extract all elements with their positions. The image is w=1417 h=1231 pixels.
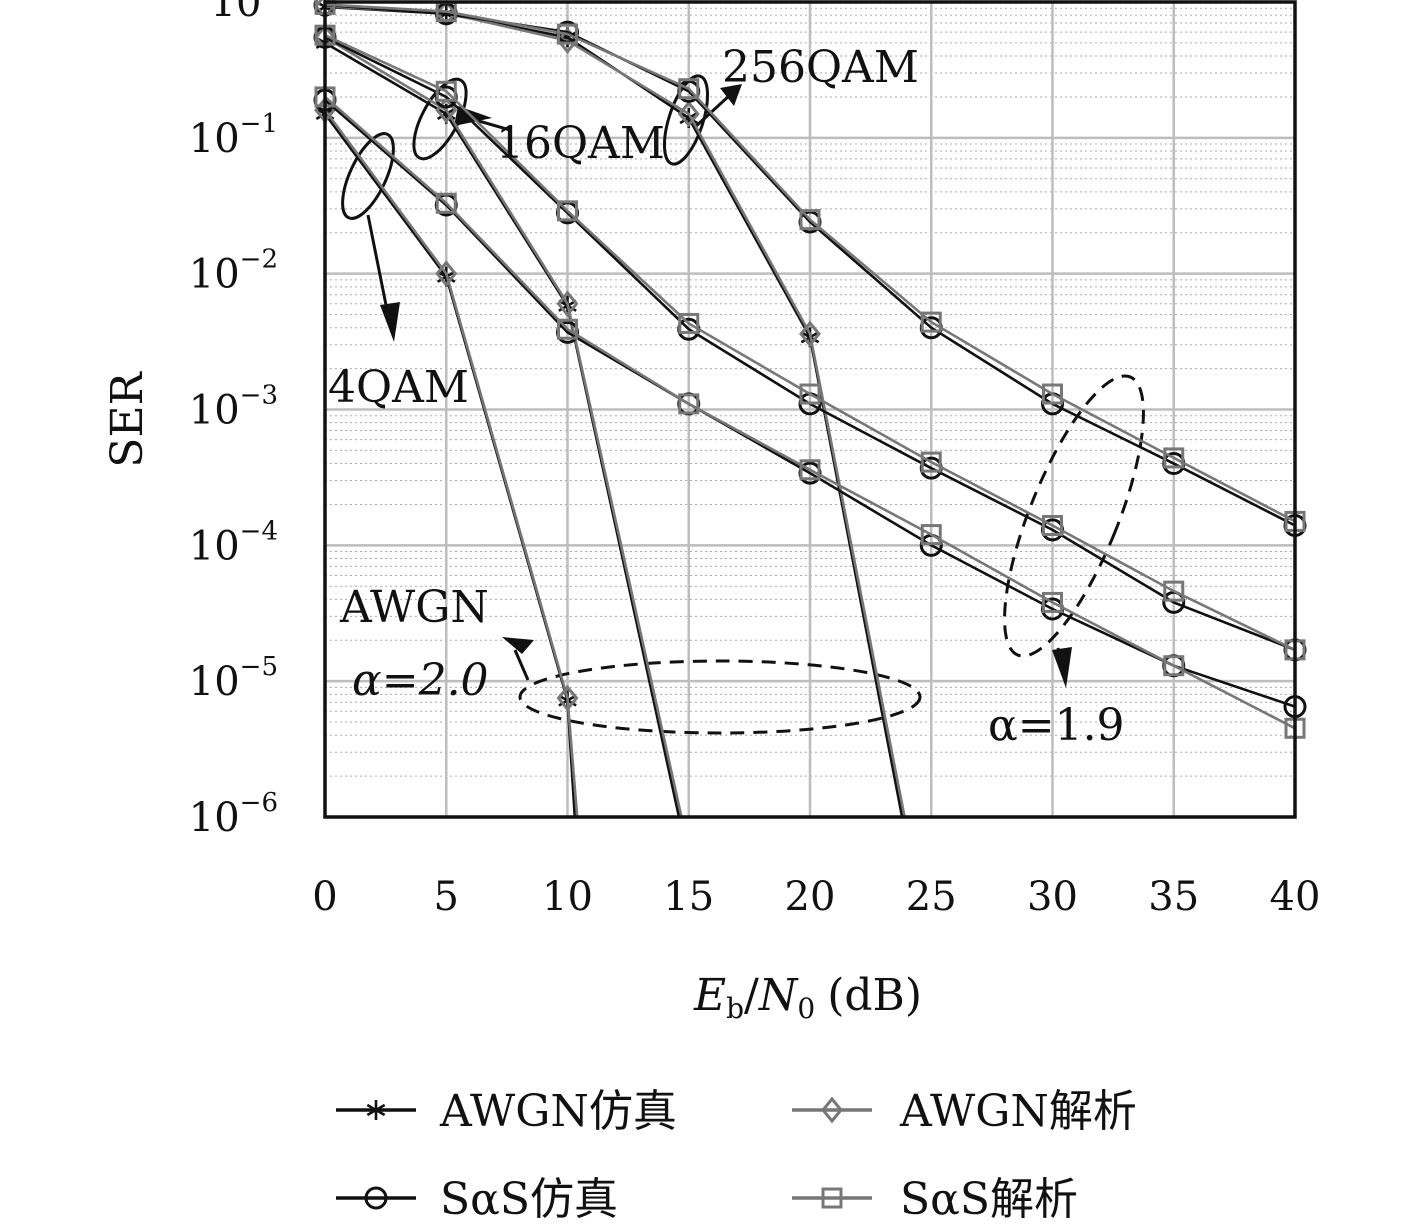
marker-square [557,23,578,45]
ellipse-alpha20 [518,659,922,735]
legend-item-sas-ana: SαS解析 [792,1174,1078,1225]
series-line [324,95,1296,730]
x-axis-title: Eb/N0 (dB) [693,970,922,1025]
series-line [324,34,1296,652]
marker-square [799,383,821,405]
legend-marker-square [821,1187,843,1209]
marker-square [557,318,578,340]
y-tick-label: 10−3 [189,381,278,434]
arrowhead-awgn [502,637,534,654]
series-line [324,36,683,818]
series-group [313,0,1307,818]
y-axis-title: SER [102,370,153,467]
y-tick-label: 10−4 [189,516,278,569]
marker-square [557,200,578,222]
x-tick-label: 15 [663,874,714,920]
y-tick-label: 10−1 [189,109,278,162]
series-line [323,109,579,818]
marker-square [1163,447,1185,469]
marker-diamond [556,290,579,318]
legend-marker-diamond [821,1096,843,1124]
marker-square [821,1187,843,1209]
arrowhead-4qam [380,302,400,342]
y-tick-label: 10−6 [189,788,278,841]
marker-diamond [556,684,579,712]
legend-marker-circle [364,1186,388,1210]
marker-diamond [799,320,821,348]
y-tick-labels: 100 10−1 10−2 10−3 10−4 10−5 10−6 [189,0,278,841]
marker-diamond [677,100,700,128]
legend-item-awgn-ana: AWGN解析 [792,1086,1137,1137]
marker-square [920,311,942,333]
marker-square [920,524,942,546]
legend-item-sas-sim: SαS仿真 [336,1174,618,1225]
marker-square [1163,655,1185,677]
ellipse-4qam [341,132,395,220]
legend-label-awgn-sim: AWGN仿真 [439,1086,677,1137]
legend: AWGN仿真 AWGN解析 SαS仿真 SαS解析 [336,1086,1137,1225]
arrow-256qam-line [692,93,732,130]
marker-square [920,451,942,473]
marker-square [435,192,457,214]
x-tick-label: 35 [1148,874,1199,920]
legend-label-sas-ana: SαS解析 [900,1174,1078,1225]
marker-circle [364,1186,388,1210]
annotation-shapes [341,74,1145,735]
x-tick-label: 0 [312,874,337,920]
series-line [324,99,1296,708]
series-4QAM-square [314,86,1306,739]
plot-frame [323,0,1297,819]
marker-square [678,312,700,334]
label-alpha20: α=2.0 [352,655,489,706]
x-tick-label: 10 [542,874,593,920]
arrowhead-alpha19 [1052,647,1072,688]
ellipse-256qam [662,74,710,166]
label-awgn: AWGN [339,582,489,633]
marker-square [799,209,821,231]
x-tick-label: 30 [1027,874,1078,920]
marker-square [799,459,821,481]
legend-item-awgn-sim: AWGN仿真 [336,1086,677,1137]
marker-square [678,393,700,415]
marker-star [366,1100,386,1120]
marker-square [435,80,457,102]
series-16QAM-square [314,24,1306,661]
y-tick-label: 100 [211,0,278,26]
series-line [324,41,681,818]
label-4qam: 4QAM [328,362,469,413]
marker-square [1042,383,1063,405]
marker-diamond [435,260,458,288]
marker-star-stroke [366,1103,386,1117]
label-alpha19: α=1.9 [988,700,1125,751]
marker-square [1042,591,1063,613]
arrowhead-256qam [720,84,742,106]
legend-label-sas-sim: SαS仿真 [440,1174,618,1225]
x-tick-label: 20 [785,874,836,920]
arrow-awgn-line [513,649,530,681]
series-line [324,3,1296,523]
y-tick-label: 10−5 [189,652,278,705]
legend-label-awgn-ana: AWGN解析 [899,1086,1137,1137]
marker-square [678,78,700,100]
x-tick-label: 5 [434,874,459,920]
label-256qam: 256QAM [722,42,919,93]
x-tick-label: 25 [906,874,957,920]
marker-square [1042,514,1063,536]
marker-square [1163,580,1185,602]
ellipse-alpha19 [1003,374,1145,658]
label-16qam: 16QAM [496,118,665,169]
marker-diamond [821,1096,843,1124]
marker-star-stroke [679,111,699,125]
marker-star-stroke [436,107,456,121]
x-tick-label: 40 [1270,874,1321,920]
y-tick-label: 10−2 [189,245,278,298]
legend-marker-star [366,1100,386,1120]
x-tick-labels: 0 5 10 15 20 25 30 35 40 [312,874,1320,920]
